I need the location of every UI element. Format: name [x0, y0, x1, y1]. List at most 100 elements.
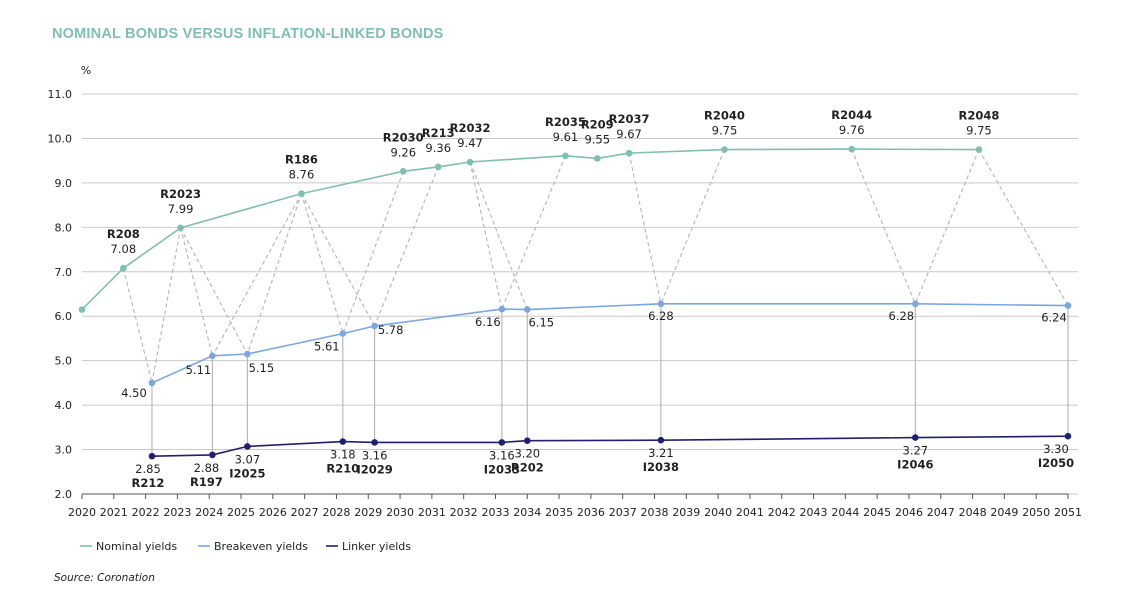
x-tick-label: 2028	[322, 506, 350, 519]
data-point	[78, 306, 86, 313]
connector-line	[151, 227, 182, 383]
x-tick-label: 2030	[386, 506, 414, 519]
legend: Nominal yields Breakeven yields Linker yie…	[80, 540, 411, 553]
bond-label: R2032	[450, 121, 491, 135]
legend-label: Breakeven yields	[214, 540, 308, 553]
data-label: 3.16	[489, 448, 515, 462]
series-line	[151, 435, 1069, 457]
data-point	[657, 300, 665, 308]
data-label: 5.78	[378, 323, 404, 337]
x-tick-label: 2025	[227, 506, 255, 519]
x-tick-label: 2042	[768, 506, 796, 519]
data-point	[120, 264, 127, 272]
data-point	[148, 452, 156, 460]
data-label: 9.67	[616, 127, 642, 141]
connector-line	[978, 149, 1069, 306]
data-label: 7.08	[111, 242, 137, 256]
data-point	[912, 300, 919, 308]
connector-line	[628, 152, 662, 304]
x-tick-label: 2038	[641, 506, 669, 519]
bond-label: R2023	[160, 187, 201, 201]
data-point	[244, 443, 251, 450]
data-point	[244, 350, 251, 358]
series-layer	[78, 145, 1072, 460]
x-tick-label: 2037	[609, 506, 637, 519]
data-point	[339, 330, 347, 337]
connector-line	[342, 171, 404, 334]
data-point	[371, 439, 378, 446]
bond-label: I2038	[643, 460, 679, 474]
y-tick-label: 5.0	[55, 355, 73, 368]
bond-label: R209	[581, 117, 614, 131]
connector-line	[660, 149, 725, 304]
connector-line	[180, 227, 213, 356]
chart-title: NOMINAL BONDS VERSUS INFLATION-LINKED BO…	[52, 26, 444, 42]
data-point	[1064, 302, 1072, 309]
data-label: 5.15	[249, 361, 275, 375]
bond-label: R2044	[831, 108, 872, 122]
bond-label: R213	[422, 126, 455, 140]
legend-label: Linker yields	[342, 540, 411, 553]
x-tick-label: 2036	[577, 506, 605, 519]
x-tick-label: 2024	[195, 506, 223, 519]
x-tick-label: 2026	[259, 506, 287, 519]
series-line	[151, 303, 1069, 384]
x-tick-label: 2033	[481, 506, 509, 519]
connector-line	[246, 193, 302, 355]
x-tick-label: 2022	[132, 506, 160, 519]
connector-line	[211, 193, 302, 357]
data-label: 3.16	[362, 448, 388, 462]
y-tick-label: 3.0	[55, 444, 73, 457]
data-label: 9.26	[390, 145, 416, 159]
data-label: 9.76	[839, 123, 865, 137]
source-note: Source: Coronation	[54, 572, 155, 584]
legend-label: Nominal yields	[96, 540, 177, 553]
x-tick-label: 2050	[1022, 506, 1050, 519]
connector-line	[300, 193, 376, 327]
x-tick-label: 2032	[450, 506, 478, 519]
bond-label: R208	[107, 227, 140, 241]
connector-line	[914, 149, 980, 304]
data-label: 6.24	[1041, 311, 1067, 325]
y-axis-unit: %	[81, 64, 91, 77]
data-label: 3.21	[648, 446, 674, 460]
connector-line	[851, 148, 916, 304]
bond-label: I2029	[356, 462, 392, 476]
data-point	[148, 379, 156, 387]
bond-label: R2037	[609, 112, 650, 126]
x-tick-label: 2043	[800, 506, 828, 519]
data-label: 9.75	[966, 124, 992, 138]
data-label: 3.27	[903, 444, 929, 458]
data-label: 7.99	[168, 202, 194, 216]
data-label: 6.28	[889, 309, 915, 323]
data-label: 8.76	[289, 168, 315, 182]
series-line	[81, 148, 979, 311]
x-tick-label: 2031	[418, 506, 446, 519]
data-point	[848, 145, 856, 153]
bond-label: I2033	[484, 462, 520, 476]
bond-label: I2046	[897, 458, 933, 472]
data-label: 6.15	[528, 316, 554, 330]
data-label: 6.16	[475, 315, 501, 329]
connector-line	[122, 268, 153, 384]
data-label: 3.20	[514, 447, 540, 461]
bond-label: R2030	[383, 130, 424, 144]
x-tick-label: 2020	[68, 506, 96, 519]
x-tick-label: 2023	[163, 506, 191, 519]
x-tick-label: 2051	[1054, 506, 1082, 519]
bond-label: R197	[190, 475, 223, 489]
data-point	[498, 305, 506, 313]
axis-layer: 2.0 3.0 4.0 5.0 6.0 7.0 8.0 9.0 10.0 11.0% 2020 202…	[48, 64, 1083, 519]
x-tick-label: 2047	[927, 506, 955, 519]
x-tick-label: 2048	[959, 506, 987, 519]
data-label: 2.88	[194, 461, 220, 475]
bond-label: R212	[132, 476, 165, 490]
data-point	[562, 152, 569, 160]
data-point	[498, 439, 506, 446]
data-point	[593, 155, 601, 162]
data-point	[657, 436, 665, 444]
bond-label: R186	[285, 153, 318, 167]
y-tick-label: 11.0	[48, 88, 73, 101]
bond-label: R2035	[545, 115, 586, 129]
